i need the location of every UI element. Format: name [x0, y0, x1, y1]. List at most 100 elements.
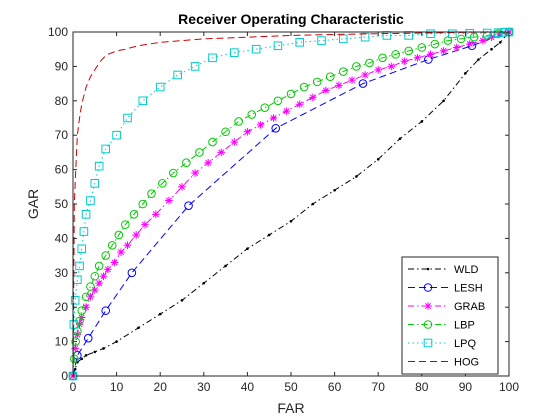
data-point-wld — [224, 264, 227, 268]
data-point-lbp — [168, 168, 178, 178]
legend-marker-wld — [426, 267, 430, 271]
data-point-lbp — [391, 50, 400, 59]
data-point-lpq — [317, 36, 326, 45]
data-point-grab — [439, 47, 448, 55]
data-point-grab — [387, 62, 396, 71]
data-point-lpq — [70, 296, 80, 305]
x-tick-label: 100 — [499, 380, 519, 394]
data-point-wld — [498, 41, 502, 44]
data-point-grab — [479, 36, 487, 45]
legend-entry-hog: HOG — [408, 357, 479, 369]
data-point-wld — [398, 137, 402, 140]
data-point-lbp — [94, 261, 104, 271]
data-point-lbp — [71, 337, 80, 346]
data-point-lpq — [101, 144, 111, 154]
data-point-lpq — [123, 113, 132, 123]
legend-marker-lpq — [423, 338, 433, 348]
data-point-grab — [426, 50, 435, 59]
data-point-lpq — [77, 244, 87, 254]
legend-label-lesh: LESH — [454, 283, 483, 295]
data-point-grab — [178, 183, 186, 191]
data-point-grab — [91, 286, 99, 294]
y-tick-label: 100 — [48, 25, 68, 39]
series-lpq — [68, 27, 514, 381]
legend-label-lbp: LBP — [454, 320, 475, 332]
x-tick-label: 30 — [197, 380, 211, 394]
data-point-wld — [84, 354, 88, 357]
data-point-grab — [452, 43, 461, 52]
x-tick-label: 60 — [328, 380, 342, 394]
data-point-lbp — [299, 82, 309, 92]
data-point-wld — [137, 326, 140, 330]
data-point-lbp — [286, 89, 296, 99]
data-point-grab — [413, 54, 422, 62]
data-point-grab — [82, 303, 90, 311]
series-hog — [72, 31, 510, 377]
data-point-grab — [191, 169, 199, 177]
data-point-lesh — [127, 268, 137, 278]
y-tick-label: 40 — [55, 231, 69, 245]
x-tick-label: 90 — [459, 380, 473, 394]
series-line-lesh — [72, 31, 510, 377]
x-tick-label: 70 — [372, 380, 386, 394]
x-axis-label: FAR — [277, 400, 304, 416]
data-point-lpq — [230, 48, 239, 57]
data-point-grab — [282, 107, 291, 115]
data-point-lpq — [73, 275, 82, 284]
data-point-grab — [309, 93, 317, 102]
data-point-lbp — [443, 36, 453, 45]
data-point-lpq — [482, 28, 492, 38]
data-point-lpq — [208, 53, 217, 63]
data-point-lpq — [190, 62, 200, 71]
data-point-lbp — [101, 251, 110, 260]
data-point-lpq — [448, 29, 457, 39]
data-point-lbp — [81, 292, 91, 302]
data-point-wld — [202, 281, 206, 285]
data-point-grab — [335, 81, 343, 90]
data-point-lpq — [94, 161, 104, 171]
data-point-lesh — [271, 124, 281, 133]
series-line-hog — [72, 31, 510, 377]
data-point-lbp — [325, 72, 335, 82]
data-point-wld — [180, 299, 184, 302]
data-point-lbp — [247, 110, 257, 119]
data-point-grab — [465, 40, 474, 48]
data-point-grab — [361, 71, 369, 79]
data-point-grab — [86, 293, 95, 301]
data-point-wld — [93, 350, 97, 354]
data-point-grab — [400, 57, 409, 66]
y-tick-label: 0 — [61, 369, 68, 383]
x-tick-label: 10 — [110, 380, 124, 394]
data-point-lesh — [101, 306, 110, 315]
data-point-lbp — [114, 230, 124, 240]
data-point-lesh — [424, 55, 433, 64]
data-point-wld — [376, 157, 380, 161]
data-point-grab — [256, 121, 265, 129]
data-point-lbp — [221, 127, 230, 137]
data-point-grab — [348, 76, 356, 84]
legend-label-wld: WLD — [454, 264, 479, 276]
data-point-lesh — [83, 333, 93, 343]
data-point-grab — [110, 258, 119, 267]
data-point-wld — [477, 58, 480, 61]
legend-entry-grab: GRAB — [408, 301, 485, 313]
data-point-grab — [269, 114, 278, 122]
legend-entry-lpq: LPQ — [408, 338, 476, 350]
axes-layer: 0 10 20 30 40 50 60 70 80 90 100 0 10 20 30 40 50 60 70 80 9… — [48, 25, 519, 394]
series-line-wld — [72, 31, 510, 377]
data-point-lbp — [107, 240, 117, 250]
y-tick-label: 90 — [55, 59, 69, 73]
data-point-lpq — [339, 34, 348, 44]
data-point-grab — [230, 138, 239, 146]
data-point-lbp — [417, 43, 427, 52]
data-point-lbp — [182, 158, 191, 168]
legend-label-grab: GRAB — [454, 301, 485, 313]
data-point-lpq — [75, 261, 84, 271]
y-tick-label: 10 — [55, 335, 69, 349]
y-axis-label: GAR — [25, 189, 41, 219]
legend-entry-lbp: LBP — [408, 320, 475, 332]
chart-title: Receiver Operating Characteristic — [178, 11, 404, 27]
legend: WLD LESH GRAB LBP LPQ HOG — [401, 256, 499, 375]
data-point-lpq — [90, 179, 100, 188]
